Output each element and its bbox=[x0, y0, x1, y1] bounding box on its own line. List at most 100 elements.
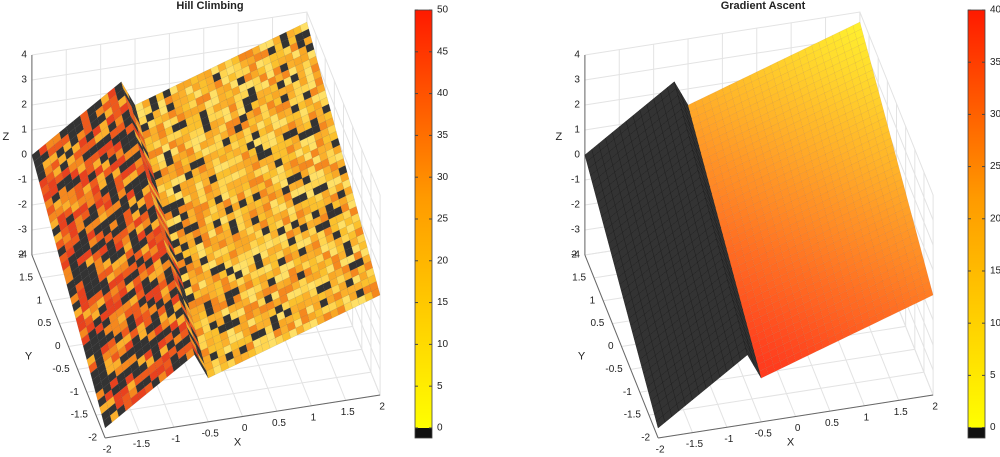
surface-cell bbox=[896, 185, 906, 197]
surface-cell bbox=[880, 124, 890, 135]
colorbar-tick-label: 25 bbox=[437, 214, 449, 225]
surface-cell bbox=[340, 171, 350, 183]
z-tick-label: -1 bbox=[571, 175, 580, 186]
surface-cell bbox=[904, 212, 914, 224]
surface-cell bbox=[358, 240, 368, 251]
y-tick-label: -1 bbox=[623, 387, 632, 398]
colorbar-tick-label: 10 bbox=[437, 339, 449, 350]
surface-plot: -2 -1.5 -1 -0.5 0 0.5 1 1.5 2 -2 -1.5 -1 -0.5 0 0.5 1 1.… bbox=[556, 0, 1000, 456]
colorbar-under bbox=[415, 427, 432, 438]
y-tick-label: -1.5 bbox=[624, 410, 642, 421]
surface-cell bbox=[911, 240, 921, 251]
chart-title: Hill Climbing bbox=[176, 0, 243, 12]
y-tick-label: 1 bbox=[590, 295, 596, 306]
colorbar-frame bbox=[967, 9, 986, 439]
x-tick-label: -2 bbox=[656, 445, 665, 456]
colorbar-tick-label: 40 bbox=[990, 5, 1000, 16]
colorbar-under bbox=[968, 427, 985, 438]
x-tick-label: 1.5 bbox=[894, 407, 908, 418]
x-tick-label: -1 bbox=[171, 434, 180, 445]
surface-cell bbox=[329, 130, 339, 142]
z-tick-label: -2 bbox=[571, 200, 580, 211]
colorbar-tick-label: 35 bbox=[437, 130, 449, 141]
axis-line bbox=[105, 394, 381, 439]
surface-cell bbox=[883, 137, 894, 149]
colorbar-tick-label: 5 bbox=[437, 381, 443, 392]
y-tick-label: 0 bbox=[608, 341, 614, 352]
x-tick-label: 0 bbox=[242, 423, 248, 434]
surface-cell bbox=[907, 226, 917, 238]
z-tick-label: 2 bbox=[21, 100, 27, 111]
y-tick-label: 1.5 bbox=[19, 272, 33, 283]
y-axis-label: Y bbox=[25, 350, 33, 362]
surface-cell bbox=[909, 233, 919, 245]
colorbar-tick-label: 50 bbox=[437, 5, 449, 16]
y-tick-label: -0.5 bbox=[605, 364, 623, 375]
x-tick-label: 0 bbox=[795, 423, 801, 434]
z-tick-label: 0 bbox=[574, 150, 580, 161]
axis-line bbox=[584, 254, 659, 439]
x-tick-label: 1.5 bbox=[341, 407, 355, 418]
y-tick-label: -2 bbox=[641, 433, 650, 444]
x-tick-label: -1.5 bbox=[686, 439, 704, 450]
z-tick-label: 1 bbox=[21, 125, 27, 136]
surface-cell bbox=[885, 144, 895, 156]
colorbar-tick-label: 25 bbox=[990, 161, 1000, 172]
colorbar-tick-label: 45 bbox=[437, 46, 449, 57]
y-tick-label: -2 bbox=[88, 433, 97, 444]
x-tick-label: 2 bbox=[932, 402, 938, 413]
x-tick-label: 0.5 bbox=[825, 418, 839, 429]
surface-cell bbox=[365, 267, 375, 279]
z-axis-label: Z bbox=[556, 131, 563, 143]
surface-cell bbox=[865, 69, 875, 81]
surface-cell bbox=[887, 151, 897, 163]
surface-cell bbox=[371, 287, 381, 299]
surface-cell bbox=[889, 158, 899, 169]
y-tick-label: -1 bbox=[70, 387, 79, 398]
surface-cell bbox=[872, 96, 883, 108]
y-tick-label: 0.5 bbox=[37, 318, 51, 329]
surface-cell bbox=[860, 49, 870, 60]
surface-cell bbox=[922, 281, 932, 292]
x-tick-label: -2 bbox=[103, 445, 112, 456]
y-tick-label: -1.5 bbox=[71, 410, 89, 421]
colorbar bbox=[415, 10, 432, 428]
surface-cell bbox=[891, 165, 901, 176]
surface-cell bbox=[874, 103, 884, 115]
y-axis-label: Y bbox=[578, 350, 586, 362]
colorbar-tick-label: 0 bbox=[437, 423, 443, 434]
x-tick-label: -0.5 bbox=[755, 429, 773, 440]
x-tick-label: 0.5 bbox=[272, 418, 286, 429]
colorbar-tick-label: 30 bbox=[437, 172, 449, 183]
x-tick-label: -0.5 bbox=[202, 429, 220, 440]
y-tick-label: 1.5 bbox=[572, 272, 586, 283]
x-axis-label: X bbox=[234, 436, 242, 448]
surface-cell bbox=[330, 137, 341, 149]
axis-line bbox=[658, 394, 934, 439]
surface-cell bbox=[858, 42, 868, 53]
surface-cell bbox=[856, 35, 866, 47]
surface-cell bbox=[863, 62, 873, 74]
surface-plot: -2 -1.5 -1 -0.5 0 0.5 1 1.5 2 -2 -1.5 -1 -0.5 0 0.5 1 1.… bbox=[3, 0, 449, 456]
x-tick-label: -1.5 bbox=[133, 439, 151, 450]
y-tick-label: -0.5 bbox=[52, 364, 70, 375]
z-tick-label: -3 bbox=[571, 225, 580, 236]
colorbar-tick-label: 15 bbox=[437, 297, 449, 308]
colorbar-tick-label: 20 bbox=[990, 213, 1000, 224]
z-tick-label: -2 bbox=[18, 200, 27, 211]
surface-cell bbox=[861, 55, 872, 67]
chart-title: Gradient Ascent bbox=[721, 0, 806, 12]
surface-cell bbox=[905, 219, 916, 231]
z-tick-label: -3 bbox=[18, 225, 27, 236]
y-tick-label: 2 bbox=[18, 250, 24, 261]
surface-cell bbox=[878, 117, 888, 129]
surface-cell bbox=[338, 165, 348, 176]
surface-cell bbox=[871, 90, 881, 101]
surface-cell bbox=[918, 267, 928, 279]
x-tick-label: 1 bbox=[311, 412, 317, 423]
surface-cell bbox=[852, 21, 862, 33]
surface-cell bbox=[876, 110, 886, 122]
surface-cell bbox=[902, 206, 912, 217]
axis-line bbox=[31, 254, 106, 439]
